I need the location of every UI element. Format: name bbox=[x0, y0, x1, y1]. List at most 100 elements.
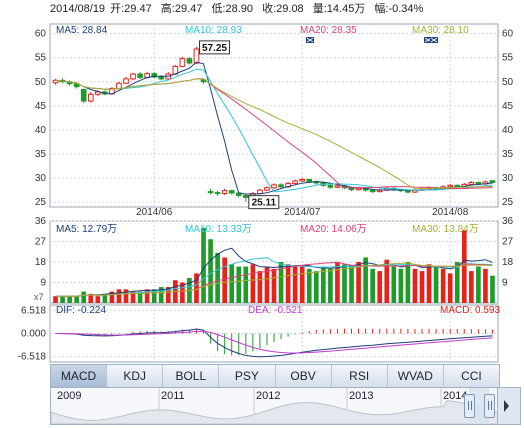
legend-marker-icon bbox=[306, 37, 314, 43]
legend-marker-icon bbox=[430, 37, 438, 43]
candle-body bbox=[489, 180, 496, 184]
volume-bar bbox=[95, 296, 101, 303]
tab-wvad[interactable]: WVAD bbox=[387, 365, 444, 387]
candle-body bbox=[306, 179, 313, 182]
candle-body bbox=[179, 58, 186, 67]
macd-ytick-label: -6.518 bbox=[18, 352, 47, 363]
price-ytick-left-label: 50 bbox=[35, 77, 47, 88]
price-ytick-left-label: 60 bbox=[35, 29, 47, 40]
header-close: 收:29.08 bbox=[262, 1, 304, 15]
candle-body bbox=[73, 83, 80, 88]
candle-body bbox=[87, 93, 94, 102]
volume-bar bbox=[412, 268, 418, 303]
price-ma30-line bbox=[55, 78, 493, 190]
legend-ma30: MA30: 28.10 bbox=[412, 25, 469, 36]
volume-ma5-line bbox=[55, 247, 493, 297]
volume-bar bbox=[377, 271, 383, 303]
macd-dea-line bbox=[55, 330, 493, 354]
price-ytick-right-label: 25 bbox=[502, 197, 514, 208]
price-ytick-left-label: 55 bbox=[35, 53, 47, 64]
volume-bar bbox=[158, 287, 164, 303]
macd-ytick-label: 6.518 bbox=[21, 305, 46, 316]
navigator-year-label: 2012 bbox=[256, 390, 280, 402]
tab-psy[interactable]: PSY bbox=[219, 365, 276, 387]
volume-bar bbox=[243, 266, 249, 303]
candle-body bbox=[221, 190, 228, 195]
volume-legend-ma10: MA10: 13.33万 bbox=[185, 224, 252, 235]
volume-bar bbox=[461, 230, 467, 303]
volume-bar bbox=[278, 262, 284, 303]
tab-rsi[interactable]: RSI bbox=[331, 365, 388, 387]
volume-bar bbox=[151, 289, 157, 303]
header-high: 高:29.47 bbox=[161, 1, 203, 15]
navigator-year-label: 2014 bbox=[443, 390, 467, 402]
volume-ma30-line bbox=[55, 262, 493, 297]
price-annotation-label: 25.11 bbox=[252, 198, 277, 209]
tab-boll[interactable]: BOLL bbox=[163, 365, 220, 387]
price-ytick-right-label: 30 bbox=[502, 173, 514, 184]
range-navigator[interactable]: 2009 2011 2012 2013 2014 bbox=[50, 387, 500, 425]
candle-body bbox=[214, 192, 221, 195]
price-ytick-right-label: 35 bbox=[502, 149, 514, 160]
candle-body bbox=[454, 184, 461, 187]
volume-bar bbox=[356, 262, 361, 303]
price-xtick-label: 2014/07 bbox=[284, 207, 321, 218]
volume-bar bbox=[349, 266, 354, 303]
volume-bar bbox=[208, 239, 213, 303]
volume-legend-ma30: MA30: 13.84万 bbox=[412, 224, 479, 235]
volume-bar bbox=[201, 227, 206, 303]
volume-legend-ma5: MA5: 12.79万 bbox=[56, 224, 117, 235]
volume-bar bbox=[236, 266, 242, 303]
header-change: 幅:-0.34% bbox=[374, 2, 423, 15]
candle-body bbox=[292, 180, 298, 184]
candle-body bbox=[80, 88, 87, 102]
volume-bar bbox=[370, 268, 375, 303]
candle-body bbox=[405, 190, 411, 193]
legend-ma5: MA5: 28.84 bbox=[56, 25, 108, 36]
range-handle-right[interactable] bbox=[484, 394, 495, 418]
price-ma10-line bbox=[55, 68, 493, 193]
candle-body bbox=[137, 73, 143, 78]
candle-body bbox=[151, 73, 158, 78]
volume-bar bbox=[483, 268, 488, 303]
volume-bar bbox=[180, 282, 185, 303]
macd-multiplier: x7 bbox=[34, 292, 44, 302]
volume-bar bbox=[53, 296, 58, 303]
candle-body bbox=[271, 184, 277, 189]
candle-body bbox=[355, 187, 362, 191]
navigator-year-label: 2013 bbox=[349, 390, 373, 402]
volume-bar bbox=[469, 271, 474, 303]
price-xtick-label: 2014/08 bbox=[432, 207, 469, 218]
range-handle-left[interactable] bbox=[464, 394, 475, 418]
price-ytick-left-label: 25 bbox=[35, 197, 47, 208]
price-panel-frame bbox=[49, 23, 499, 208]
chart-canvas: 2014/08/19 开:29.47 高:29.47 低:28.90 收:29.… bbox=[18, 1, 514, 363]
tab-macd[interactable]: MACD bbox=[51, 365, 108, 387]
volume-bar bbox=[292, 266, 298, 303]
volume-bar bbox=[123, 289, 129, 303]
candle-body bbox=[334, 185, 341, 188]
volume-ytick-left-label: 36 bbox=[35, 216, 47, 227]
navigator-history-area bbox=[51, 400, 499, 424]
candle-body bbox=[369, 189, 376, 193]
volume-ytick-left-label: 18 bbox=[35, 257, 47, 268]
navigator-year-label: 2009 bbox=[57, 390, 81, 402]
volume-bar bbox=[321, 266, 326, 303]
candle-body bbox=[186, 58, 193, 64]
tab-obv[interactable]: OBV bbox=[275, 365, 332, 387]
legend-ma10: MA10: 28.93 bbox=[185, 25, 242, 36]
volume-bar bbox=[102, 293, 108, 303]
tab-kdj[interactable]: KDJ bbox=[107, 365, 164, 387]
price-ytick-right-label: 60 bbox=[502, 29, 514, 40]
volume-bar bbox=[222, 257, 227, 303]
volume-bar bbox=[384, 259, 390, 303]
candle-body bbox=[158, 76, 165, 80]
tab-cci[interactable]: CCI bbox=[443, 365, 499, 387]
volume-ytick-right-label: 18 bbox=[502, 257, 514, 268]
candle-body bbox=[264, 187, 270, 191]
volume-bar bbox=[81, 291, 87, 303]
volume-bar bbox=[342, 264, 347, 303]
scroll-right-button[interactable] bbox=[497, 387, 521, 425]
volume-bar bbox=[74, 296, 79, 303]
header-volume: 量:14.45万 bbox=[313, 2, 366, 15]
